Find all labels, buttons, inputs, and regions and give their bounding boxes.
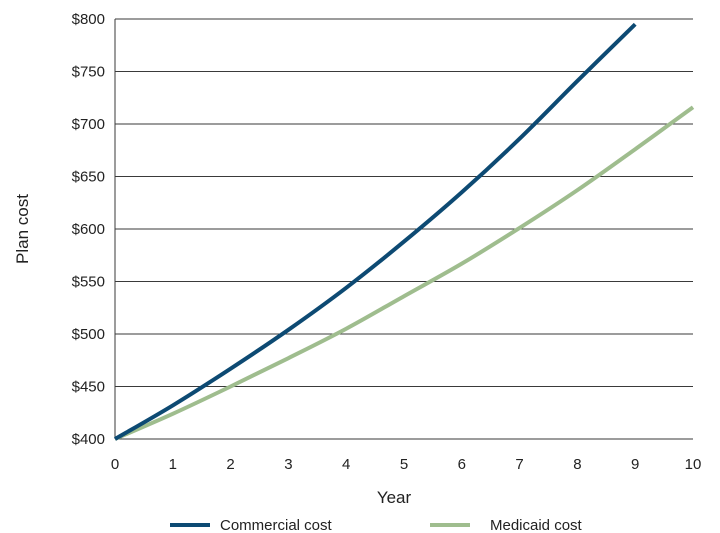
x-tick-label: 1: [169, 456, 177, 473]
x-axis-title: Year: [377, 488, 412, 507]
y-tick-labels: $400 $450 $500 $550 $600 $650 $700 $750 $800: [72, 11, 105, 448]
x-tick-label: 10: [685, 456, 702, 473]
series-line-commercial-cost: [113, 22, 637, 441]
x-tick-label: 9: [631, 456, 639, 473]
y-axis-title: Plan cost: [13, 194, 32, 264]
y-tick-label: $600: [72, 221, 105, 238]
series-line-medicaid-cost: [114, 105, 695, 441]
x-tick-label: 4: [342, 456, 350, 473]
y-tick-label: $750: [72, 64, 105, 81]
x-tick-labels: 0 1 2 3 4 5 6 7 8 9 10: [111, 456, 702, 473]
x-tick-label: 3: [284, 456, 292, 473]
x-tick-label: 6: [458, 456, 466, 473]
y-tick-label: $550: [72, 274, 105, 291]
series-lines: [113, 22, 695, 441]
y-tick-label: $400: [72, 431, 105, 448]
x-tick-label: 2: [226, 456, 234, 473]
y-tick-label: $450: [72, 379, 105, 396]
x-tick-label: 0: [111, 456, 119, 473]
x-tick-label: 5: [400, 456, 408, 473]
y-tick-label: $700: [72, 116, 105, 133]
legend-label: Medicaid cost: [490, 517, 583, 533]
legend: Commercial cost Medicaid cost: [170, 517, 583, 533]
x-tick-label: 8: [573, 456, 581, 473]
x-tick-label: 7: [515, 456, 523, 473]
y-tick-label: $650: [72, 169, 105, 186]
legend-label: Commercial cost: [220, 517, 333, 533]
y-tick-label: $800: [72, 11, 105, 28]
grid-lines: [115, 18, 693, 440]
y-tick-label: $500: [72, 326, 105, 343]
